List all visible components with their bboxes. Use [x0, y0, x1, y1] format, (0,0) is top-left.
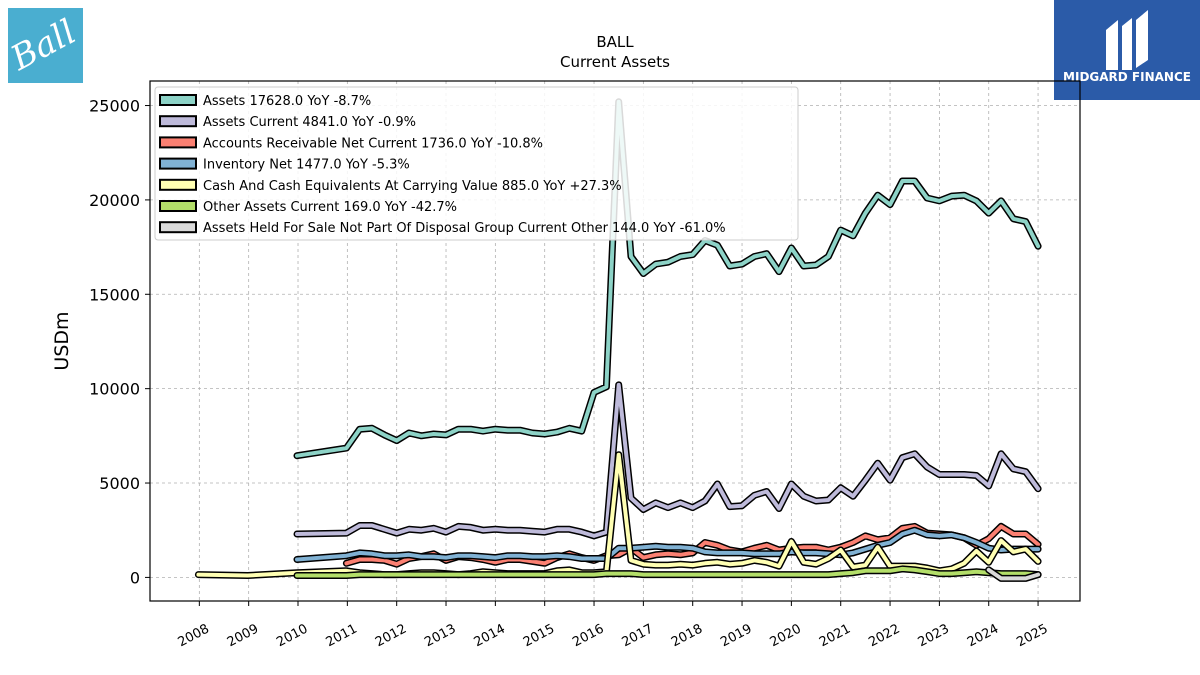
x-tick-label: 2013	[422, 622, 458, 651]
x-tick-label: 2012	[373, 622, 409, 651]
series-4	[293, 526, 1042, 563]
legend-entry: Accounts Receivable Net Current 1736.0 Y…	[159, 136, 543, 151]
series-1	[293, 98, 1042, 460]
y-tick-label: 0	[130, 568, 140, 587]
series-7	[985, 566, 1042, 582]
x-tick-label: 2023	[916, 622, 952, 651]
plot-area-frame	[149, 80, 1081, 602]
legend-entry: Assets 17628.0 YoY -8.7%	[159, 94, 371, 109]
legend-label: Assets Held For Sale Not Part Of Disposa…	[203, 221, 726, 236]
x-tick-label: 2015	[521, 622, 557, 651]
legend-label: Cash And Cash Equivalents At Carrying Va…	[203, 179, 622, 194]
series-6	[293, 565, 1042, 579]
legend-label: Assets 17628.0 YoY -8.7%	[203, 94, 371, 109]
series-line-outline	[293, 381, 1042, 540]
x-tick-label: 2018	[669, 622, 705, 651]
series-2	[293, 381, 1042, 540]
legend-entry: Assets Held For Sale Not Part Of Disposa…	[159, 221, 726, 236]
x-tick-label: 2016	[570, 622, 606, 651]
legend-swatch	[159, 221, 197, 234]
x-tick-label: 2024	[965, 622, 1001, 651]
legend-swatch	[159, 136, 197, 149]
legend-label: Inventory Net 1477.0 YoY -5.3%	[203, 158, 410, 173]
x-tick-label: 2017	[620, 622, 656, 651]
series-line	[986, 567, 1041, 581]
legend-items: Assets 17628.0 YoY -8.7% Assets Current 4…	[159, 94, 726, 236]
x-tick-label: 2008	[176, 622, 212, 651]
publisher-name: MIDGARD FINANCE	[1063, 70, 1191, 84]
chart-subtitle: Current Assets	[560, 53, 670, 71]
y-tick-label: 20000	[89, 191, 140, 210]
x-tick-label: 2011	[324, 622, 360, 651]
series-line	[295, 566, 1041, 578]
publisher-logo: MIDGARD FINANCE	[1054, 0, 1200, 100]
y-tick-label: 10000	[89, 380, 140, 399]
series-line	[295, 528, 1041, 562]
series-line	[295, 99, 1041, 458]
y-axis-label: USDm	[51, 311, 73, 370]
x-tick-label: 2014	[472, 622, 508, 651]
legend-entry: Other Assets Current 169.0 YoY -42.7%	[159, 200, 457, 215]
x-tick-label: 2009	[225, 622, 261, 651]
legend: Assets 17628.0 YoY -8.7% Assets Current 4…	[154, 86, 799, 241]
series-line	[295, 382, 1041, 538]
x-tick-label: 2022	[866, 622, 902, 651]
legend-swatch	[159, 178, 197, 191]
company-logo: Ball	[4, 8, 83, 83]
y-axis-ticks: 0 5000 10000 15000 20000 25000	[89, 97, 150, 587]
legend-swatch	[159, 94, 197, 106]
company-logo-background	[8, 8, 83, 83]
series-lines	[194, 98, 1042, 582]
legend-swatch	[159, 115, 197, 128]
legend-box	[154, 86, 799, 241]
x-tick-label: 2019	[718, 622, 754, 651]
x-tick-label: 2025	[1014, 622, 1050, 651]
chart-title: BALL	[596, 33, 634, 51]
publisher-monogram-icon	[1106, 10, 1148, 70]
x-axis-ticks: 2008 2009 2010 2011 2012 2013 2014 2015 2016 2017…	[176, 601, 1051, 650]
legend-entry: Inventory Net 1477.0 YoY -5.3%	[159, 157, 410, 173]
x-tick-label: 2020	[768, 622, 804, 651]
legend-swatch	[159, 200, 197, 212]
x-tick-label: 2021	[817, 622, 853, 651]
y-tick-label: 15000	[89, 285, 140, 304]
legend-entry: Cash And Cash Equivalents At Carrying Va…	[159, 178, 622, 194]
legend-swatch	[159, 157, 197, 170]
y-tick-label: 5000	[99, 474, 140, 493]
legend-label: Accounts Receivable Net Current 1736.0 Y…	[203, 136, 543, 151]
legend-label: Other Assets Current 169.0 YoY -42.7%	[203, 200, 457, 215]
legend-label: Assets Current 4841.0 YoY -0.9%	[203, 115, 416, 130]
y-tick-label: 25000	[89, 97, 140, 116]
legend-entry: Assets Current 4841.0 YoY -0.9%	[159, 115, 416, 130]
x-tick-label: 2010	[274, 622, 310, 651]
